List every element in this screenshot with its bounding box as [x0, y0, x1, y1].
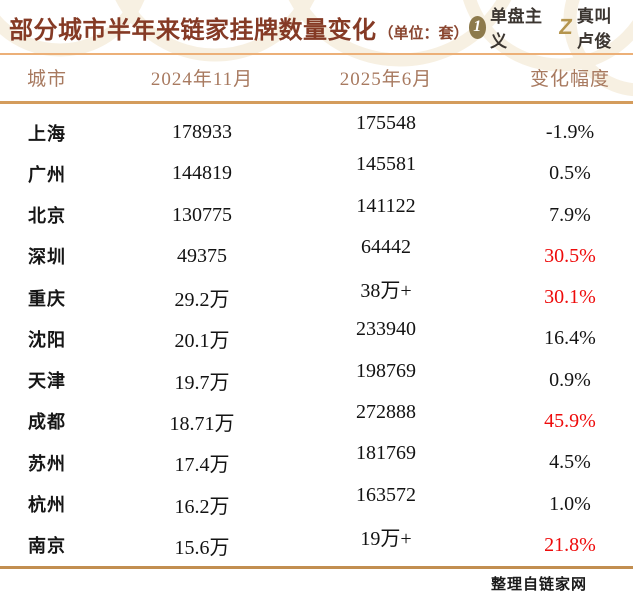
table-row: 沈阳 20.1万 233940 16.4% [0, 318, 633, 359]
zhenjiaolujun-logo: Z 真叫卢俊 [558, 2, 627, 52]
nov2024-cell: 17.4万 [174, 454, 230, 477]
jun2025-cell: 198769 [356, 359, 416, 382]
jun2025-cell: 272888 [356, 400, 416, 423]
nov2024-cell: 15.6万 [174, 536, 230, 559]
jun2025-cell: 141122 [356, 194, 416, 217]
table-row: 上海 178933 175548 -1.9% [0, 112, 633, 153]
nov2024-cell: 49375 [177, 244, 227, 267]
jun2025-cell: 233940 [356, 318, 416, 341]
nov2024-cell: 178933 [172, 121, 232, 144]
header-divider [0, 101, 633, 104]
city-cell: 成都 [28, 412, 66, 433]
change-cell: 0.9% [549, 368, 591, 391]
column-header-change: 变化幅度 [529, 69, 610, 90]
table-body: 上海 178933 175548 -1.9% 广州 144819 145581 0.5% 北京 1… [0, 104, 633, 566]
nov2024-cell: 18.71万 [169, 412, 235, 435]
table-row: 广州 144819 145581 0.5% [0, 153, 633, 194]
nov2024-cell: 16.2万 [174, 495, 230, 518]
change-cell: 0.5% [549, 162, 591, 185]
circle-one-icon: 1 [468, 15, 487, 39]
table-row: 重庆 29.2万 38万+ 30.1% [0, 277, 633, 318]
city-cell: 重庆 [28, 288, 66, 309]
bottom-divider [0, 566, 633, 569]
change-cell: 7.9% [549, 203, 591, 226]
gold-z-icon: Z [558, 14, 575, 39]
change-cell: 30.1% [544, 286, 596, 309]
city-cell: 北京 [28, 206, 66, 227]
column-header-city: 城市 [26, 69, 67, 90]
page-title: 部分城市半年来链家挂牌数量变化 [9, 17, 377, 44]
brand-logos: 1 单盘主义 Z 真叫卢俊 [468, 2, 627, 52]
jun2025-cell: 19万+ [360, 527, 412, 550]
city-cell: 深圳 [28, 247, 66, 268]
city-cell: 广州 [28, 164, 66, 185]
jun2025-cell: 175548 [356, 112, 416, 135]
danpanzhuyi-label: 单盘主义 [490, 7, 543, 51]
table-row: 苏州 17.4万 181769 4.5% [0, 442, 633, 483]
nov2024-cell: 144819 [172, 162, 232, 185]
city-cell: 南京 [28, 536, 66, 557]
jun2025-cell: 64442 [361, 235, 411, 258]
table-row: 天津 19.7万 198769 0.9% [0, 360, 633, 401]
table-row: 南京 15.6万 19万+ 21.8% [0, 525, 633, 566]
zhenjiaolujun-label: 真叫卢俊 [576, 7, 612, 51]
source-note: 整理自链家网 [490, 577, 587, 593]
change-cell: 21.8% [544, 533, 596, 556]
nov2024-cell: 20.1万 [174, 330, 230, 353]
table-row: 杭州 16.2万 163572 1.0% [0, 483, 633, 524]
table-row: 北京 130775 141122 7.9% [0, 195, 633, 236]
change-cell: 4.5% [549, 451, 591, 474]
table-row: 深圳 49375 64442 30.5% [0, 236, 633, 277]
change-cell: 16.4% [544, 327, 596, 350]
city-cell: 上海 [28, 123, 66, 144]
title-bar: 部分城市半年来链家挂牌数量变化 （单位：套） 1 单盘主义 Z 真叫卢俊 [0, 0, 633, 54]
jun2025-cell: 181769 [356, 442, 416, 465]
jun2025-cell: 38万+ [360, 280, 412, 303]
table-row: 成都 18.71万 272888 45.9% [0, 401, 633, 442]
danpanzhuyi-logo: 1 单盘主义 [468, 2, 544, 52]
city-cell: 沈阳 [28, 329, 66, 350]
column-header-jun2025: 2025年6月 [339, 69, 433, 90]
unit-label: （单位：套） [378, 25, 469, 42]
jun2025-cell: 145581 [356, 153, 416, 176]
city-cell: 苏州 [28, 453, 66, 474]
nov2024-cell: 19.7万 [174, 371, 230, 394]
change-cell: 30.5% [544, 244, 596, 267]
nov2024-cell: 130775 [172, 203, 232, 226]
change-cell: 45.9% [544, 409, 596, 432]
title-divider [0, 53, 633, 55]
change-cell: -1.9% [545, 121, 595, 144]
city-cell: 天津 [28, 371, 66, 392]
jun2025-cell: 163572 [356, 483, 416, 506]
nov2024-cell: 29.2万 [174, 289, 230, 312]
city-cell: 杭州 [28, 495, 66, 516]
column-header-nov2024: 2024年11月 [150, 69, 254, 90]
table-header-row: 城市 2024年11月 2025年6月 变化幅度 [0, 54, 633, 101]
change-cell: 1.0% [549, 492, 591, 515]
